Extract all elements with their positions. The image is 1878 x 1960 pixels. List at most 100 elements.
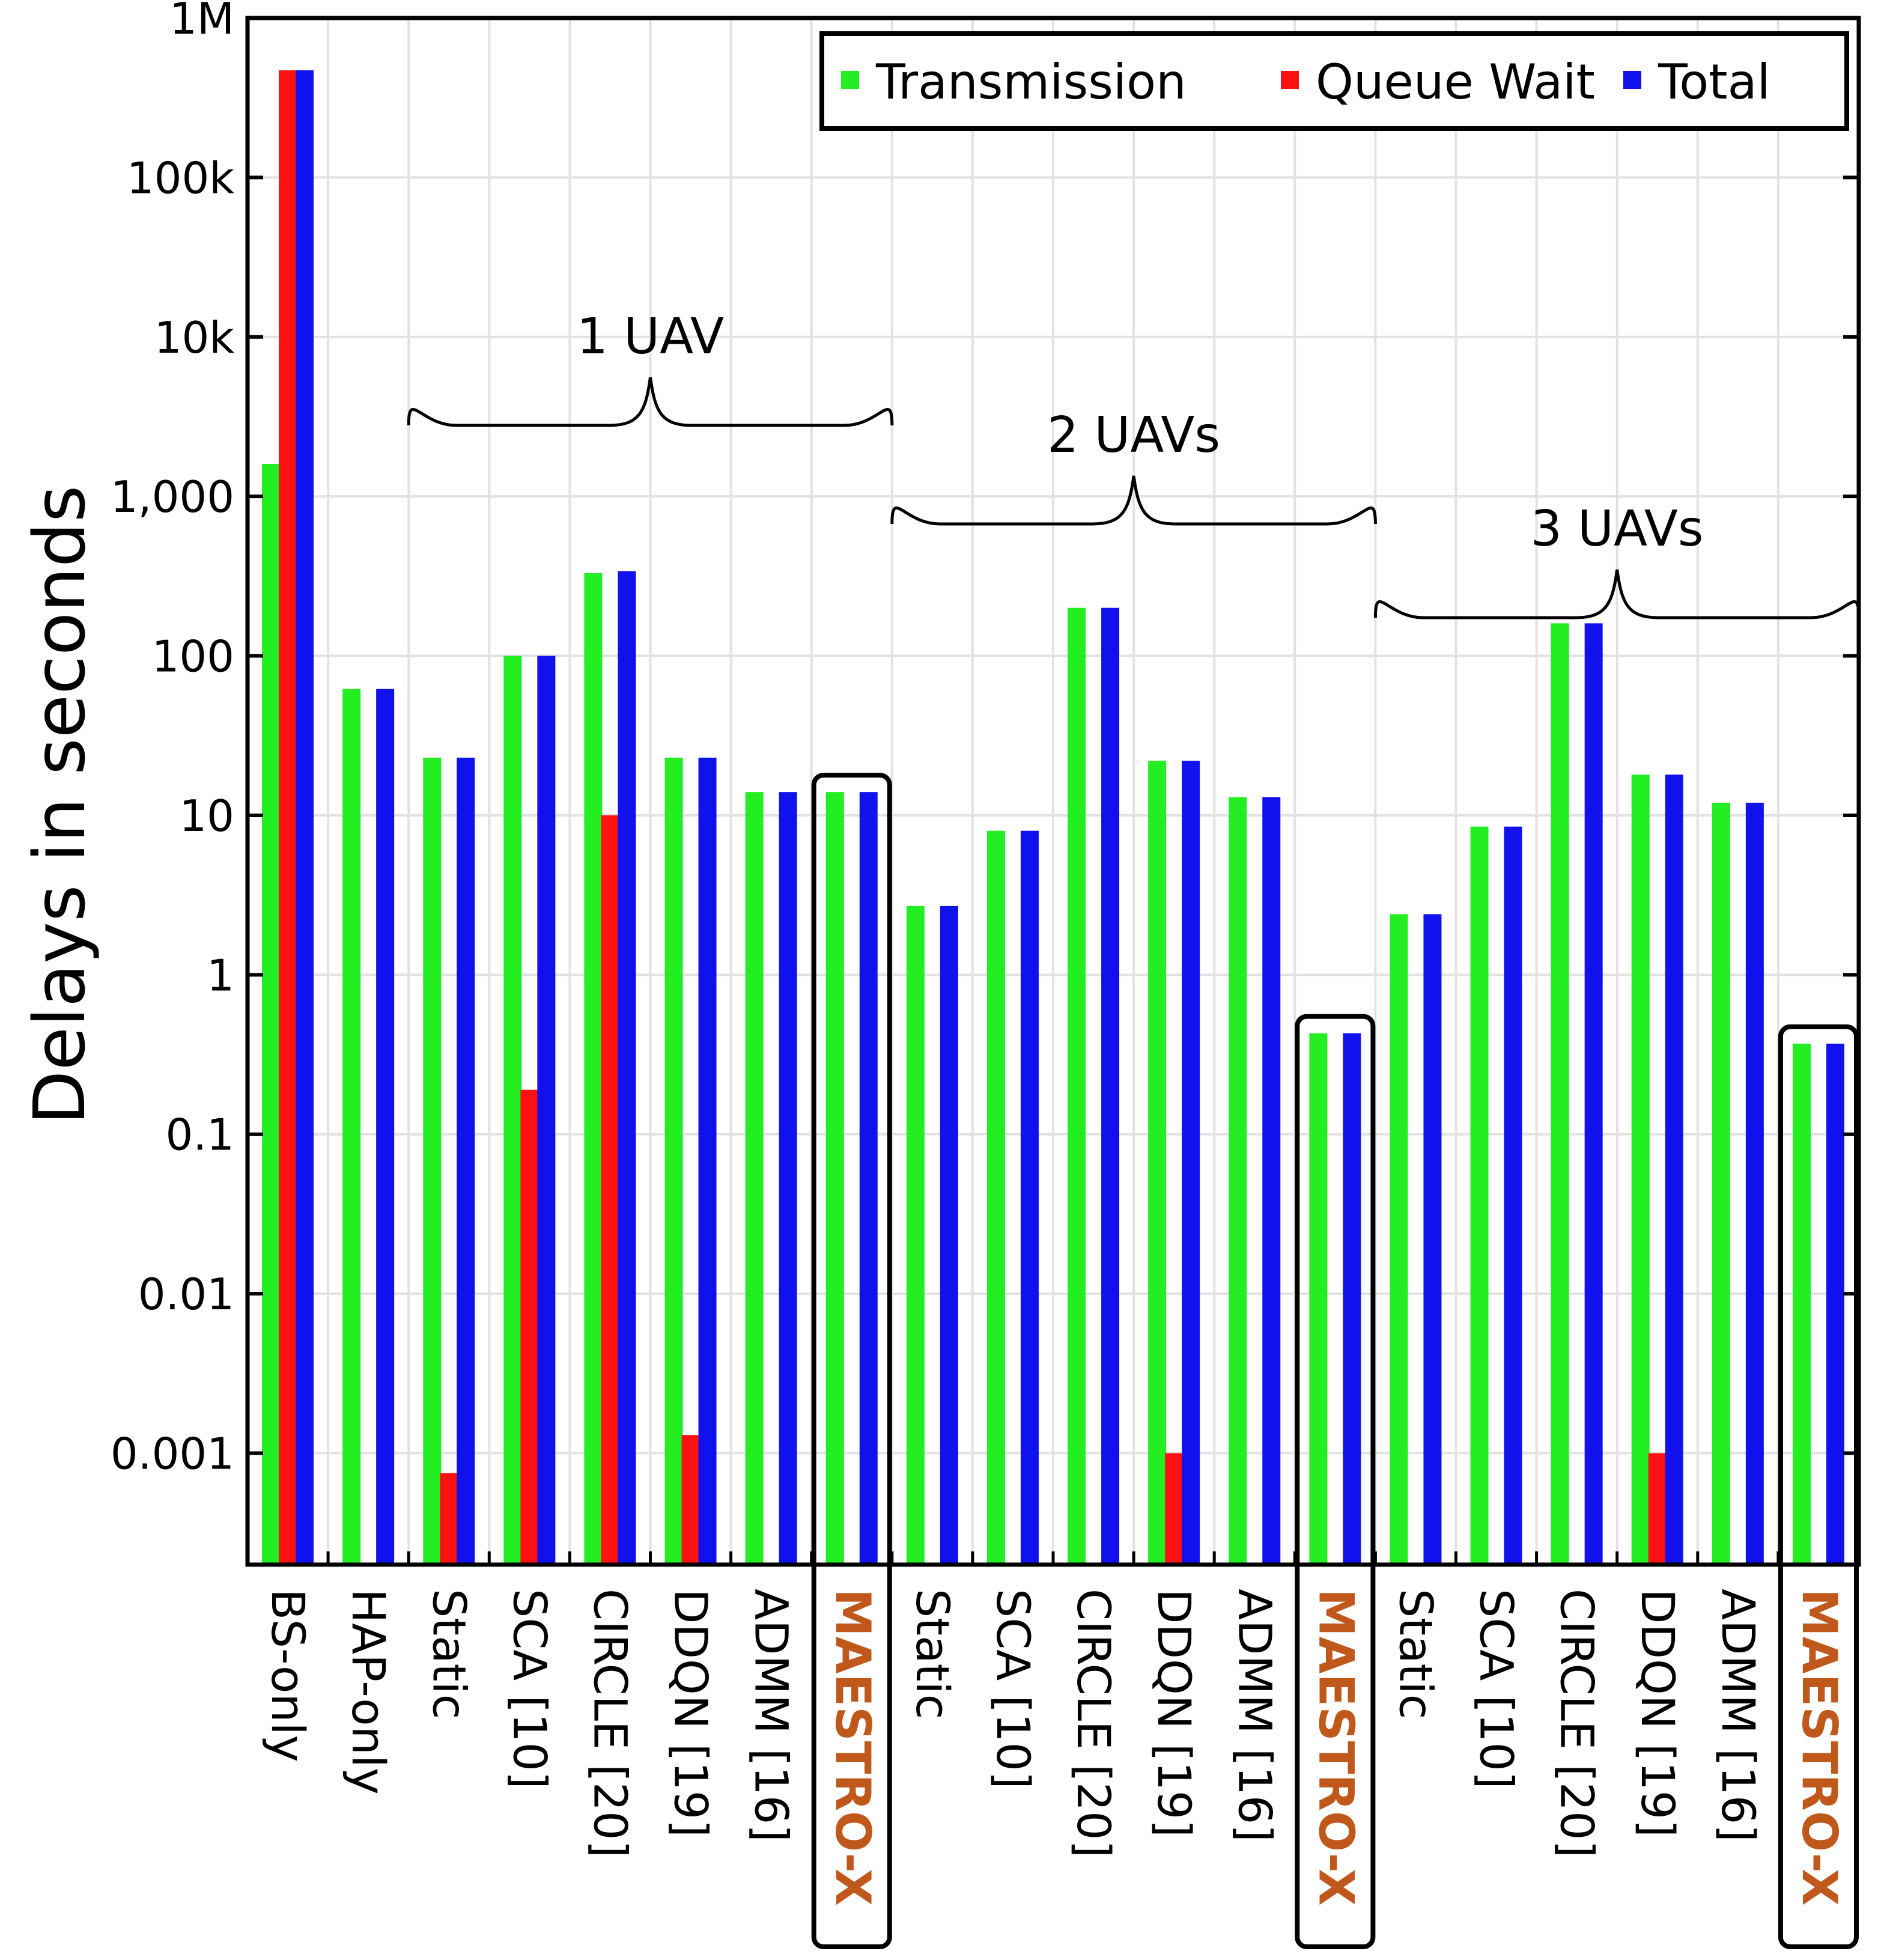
legend-box bbox=[819, 31, 1849, 131]
bar-queue-wait bbox=[681, 1435, 700, 1565]
x-tick-label: MAESTRO-X bbox=[1308, 1589, 1364, 1906]
legend: Transmission Queue Wait Total bbox=[819, 31, 1849, 131]
group-label: 3 UAVs bbox=[1531, 501, 1704, 558]
y-tick-label: 100 bbox=[152, 632, 234, 682]
bar-transmission bbox=[423, 757, 442, 1565]
legend-label: Total bbox=[1658, 54, 1770, 110]
bar-total bbox=[859, 792, 878, 1565]
y-tick-label: 1 bbox=[207, 950, 234, 1000]
bar-total bbox=[457, 757, 475, 1565]
legend-label: Queue Wait bbox=[1316, 54, 1595, 110]
bar-transmission bbox=[342, 689, 361, 1565]
y-tick-label: 0.01 bbox=[138, 1269, 234, 1319]
x-tick-label: SCA [10] bbox=[503, 1589, 556, 1789]
x-tick-label: Static bbox=[906, 1589, 959, 1719]
y-tick-label: 10 bbox=[179, 791, 234, 841]
bar-transmission bbox=[745, 792, 764, 1565]
bar-total bbox=[296, 70, 314, 1565]
bar-transmission bbox=[906, 905, 925, 1565]
bar-transmission bbox=[1712, 802, 1730, 1565]
bar-total bbox=[779, 792, 797, 1565]
bar-transmission bbox=[1551, 623, 1569, 1565]
highlight-box bbox=[1295, 1014, 1376, 1949]
x-tick-label: ADMM [16] bbox=[1712, 1589, 1765, 1842]
y-tick-label: 1,000 bbox=[111, 472, 234, 522]
bar-transmission bbox=[503, 656, 522, 1565]
bar-total bbox=[618, 571, 636, 1565]
bar-transmission bbox=[1309, 1033, 1328, 1565]
x-tick-label: DDQN [19] bbox=[1147, 1589, 1201, 1837]
bar-total bbox=[1182, 761, 1200, 1565]
bar-transmission bbox=[1470, 826, 1489, 1565]
legend-label: Transmission bbox=[875, 54, 1187, 110]
group-braces: 1 UAV 2 UAVs 3 UAVs bbox=[407, 308, 1861, 619]
group-label: 1 UAV bbox=[577, 308, 724, 365]
bars bbox=[262, 70, 1844, 1565]
bar-transmission bbox=[1148, 761, 1167, 1565]
x-tick-label: HAP-only bbox=[342, 1589, 395, 1795]
bar-total bbox=[1584, 623, 1603, 1565]
bar-total bbox=[698, 757, 717, 1565]
y-tick-labels: 0.001 0.01 0.1 1 10 100 1,000 10k 100k 1M bbox=[111, 0, 234, 1479]
bar-total bbox=[1826, 1043, 1844, 1565]
highlight-box bbox=[811, 773, 892, 1949]
bar-total bbox=[1504, 826, 1522, 1565]
legend-swatch bbox=[1281, 71, 1299, 89]
bar-total bbox=[1020, 830, 1039, 1565]
x-tick-label: MAESTRO-X bbox=[825, 1589, 881, 1906]
bar-transmission bbox=[1390, 914, 1408, 1565]
x-tick-label: SCA [10] bbox=[1470, 1589, 1524, 1789]
bar-total bbox=[940, 905, 958, 1565]
bar-total bbox=[1262, 797, 1281, 1565]
legend-swatch bbox=[841, 71, 859, 89]
x-tick-label: Static bbox=[1389, 1589, 1442, 1719]
bar-queue-wait bbox=[1165, 1453, 1184, 1565]
bar-transmission bbox=[1068, 607, 1086, 1565]
bar-queue-wait bbox=[601, 815, 619, 1565]
bar-total bbox=[1423, 914, 1442, 1565]
bar-total bbox=[1745, 802, 1764, 1565]
x-tick-labels: BS-only HAP-only Static SCA [10] CIRCLE [20]… bbox=[261, 1589, 1847, 1906]
x-tick-label: DDQN [19] bbox=[664, 1589, 718, 1837]
bar-total bbox=[1101, 607, 1120, 1565]
bar-transmission bbox=[1631, 775, 1650, 1565]
bar-transmission bbox=[1229, 797, 1247, 1565]
bar-queue-wait bbox=[1648, 1453, 1667, 1565]
bar-transmission bbox=[262, 463, 281, 1565]
highlight-box bbox=[1778, 1024, 1859, 1949]
y-tick-label: 0.1 bbox=[165, 1110, 234, 1160]
group-brace bbox=[890, 475, 1377, 526]
legend-swatch bbox=[1623, 71, 1641, 89]
x-tick-label: CIRCLE [20] bbox=[1551, 1589, 1604, 1858]
x-tick-label: ADMM [16] bbox=[745, 1589, 798, 1842]
group-brace bbox=[1373, 569, 1861, 619]
bar-transmission bbox=[825, 792, 844, 1565]
x-tick-label: CIRCLE [20] bbox=[583, 1589, 637, 1858]
highlight-boxes bbox=[811, 773, 1859, 1949]
x-tick-label: ADMM [16] bbox=[1228, 1589, 1281, 1842]
y-tick-label: 1M bbox=[169, 0, 234, 44]
x-tick-label: CIRCLE [20] bbox=[1067, 1589, 1120, 1858]
y-tick-label: 10k bbox=[154, 312, 235, 363]
x-tick-label: Static bbox=[422, 1589, 476, 1719]
bar-transmission bbox=[986, 830, 1005, 1565]
x-tick-label: BS-only bbox=[261, 1589, 315, 1762]
bar-queue-wait bbox=[440, 1473, 458, 1565]
x-tick-label: MAESTRO-X bbox=[1791, 1589, 1847, 1906]
bar-transmission bbox=[664, 757, 683, 1565]
x-tick-label: DDQN [19] bbox=[1631, 1589, 1685, 1837]
bar-total bbox=[1665, 775, 1683, 1565]
x-tick-label: SCA [10] bbox=[986, 1589, 1040, 1789]
y-tick-label: 0.001 bbox=[111, 1429, 234, 1479]
group-brace bbox=[407, 377, 894, 427]
group-label: 2 UAVs bbox=[1047, 407, 1220, 464]
bar-transmission bbox=[584, 573, 603, 1565]
bar-queue-wait bbox=[520, 1089, 539, 1565]
bar-total bbox=[537, 656, 556, 1565]
y-axis-label: Delays in seconds bbox=[18, 485, 101, 1125]
bar-queue-wait bbox=[279, 70, 297, 1565]
y-tick-label: 100k bbox=[127, 153, 234, 203]
bar-total bbox=[1343, 1033, 1361, 1565]
